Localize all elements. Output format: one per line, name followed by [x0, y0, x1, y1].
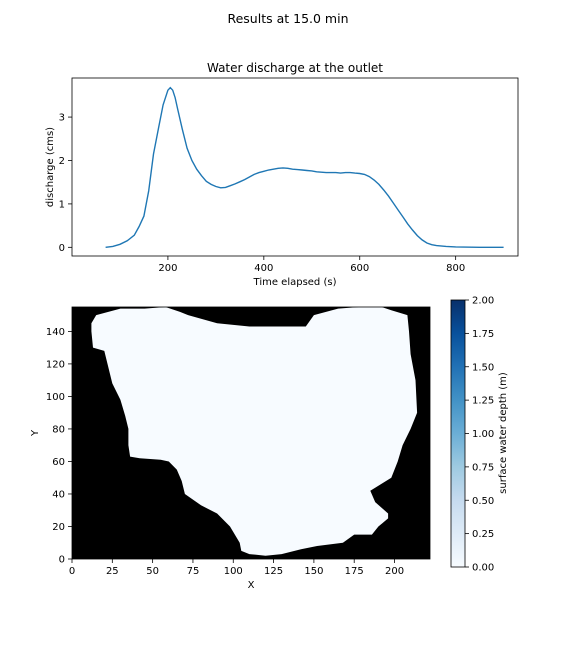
map-x-ticks: 0 25 50 75 100 125 150 175 200 [69, 559, 404, 577]
colorbar-tick-label: 0.75 [472, 462, 494, 473]
map-x-tick-label: 100 [224, 566, 243, 577]
map-x-axis-label: X [248, 580, 255, 591]
line-chart-title: Water discharge at the outlet [207, 61, 383, 75]
line-chart-x-ticks: 200 400 600 800 [158, 256, 465, 274]
map-x-tick-label: 75 [187, 566, 200, 577]
map-y-tick-label: 100 [46, 392, 65, 403]
colorbar [451, 300, 465, 567]
line-chart-plot-area [72, 78, 518, 256]
line-y-tick-label: 3 [59, 113, 65, 124]
colorbar-tick-label: 1.25 [472, 396, 494, 407]
colorbar-ticks: 0.00 0.25 0.50 0.75 1.00 1.25 1.50 1.75 2.00 [465, 296, 494, 574]
line-x-tick-label: 600 [350, 263, 369, 274]
map-y-tick-label: 40 [52, 489, 65, 500]
map-x-tick-label: 150 [304, 566, 323, 577]
discharge-line-chart: Water discharge at the outlet 200 400 600 8… [45, 61, 518, 288]
line-chart-y-ticks: 0 1 2 3 [59, 113, 72, 254]
map-y-axis-label: Y [30, 429, 41, 437]
colorbar-tick-label: 1.00 [472, 429, 494, 440]
map-x-tick-label: 125 [264, 566, 283, 577]
line-x-tick-label: 200 [158, 263, 177, 274]
line-y-tick-label: 2 [59, 156, 65, 167]
colorbar-label: surface water depth (m) [498, 372, 509, 494]
map-x-tick-label: 25 [106, 566, 119, 577]
line-y-tick-label: 0 [59, 243, 65, 254]
map-y-tick-label: 140 [46, 327, 65, 338]
map-y-tick-label: 80 [52, 424, 65, 435]
map-x-tick-label: 175 [345, 566, 364, 577]
colorbar-tick-label: 1.75 [472, 329, 494, 340]
map-y-tick-label: 20 [52, 522, 65, 533]
figure-suptitle: Results at 15.0 min [227, 11, 348, 26]
map-y-tick-label: 120 [46, 359, 65, 370]
map-x-tick-label: 50 [146, 566, 159, 577]
line-y-tick-label: 1 [59, 199, 65, 210]
map-y-tick-label: 0 [59, 555, 65, 566]
map-y-tick-label: 60 [52, 457, 65, 468]
map-x-tick-label: 0 [69, 566, 75, 577]
map-y-ticks: 0 20 40 60 80 100 120 140 [46, 327, 72, 566]
line-chart-y-axis-label: discharge (cms) [45, 127, 56, 207]
colorbar-tick-label: 2.00 [472, 296, 494, 307]
colorbar-tick-label: 0.50 [472, 496, 494, 507]
colorbar-tick-label: 0.25 [472, 529, 494, 540]
water-depth-map: 0 25 50 75 100 125 150 175 200 0 20 40 60 80 100 120 14… [30, 296, 509, 592]
line-chart-x-axis-label: Time elapsed (s) [253, 277, 337, 288]
line-x-tick-label: 400 [254, 263, 273, 274]
line-x-tick-label: 800 [446, 263, 465, 274]
map-x-tick-label: 200 [385, 566, 404, 577]
colorbar-tick-label: 1.50 [472, 362, 494, 373]
colorbar-tick-label: 0.00 [472, 563, 494, 574]
